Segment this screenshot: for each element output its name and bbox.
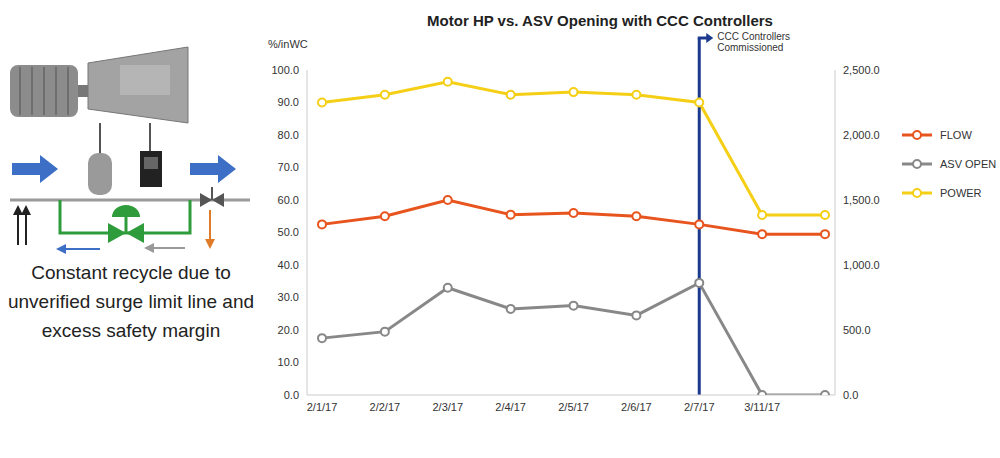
svg-text:0.0: 0.0 [843, 389, 858, 401]
svg-text:60.0: 60.0 [278, 194, 299, 206]
svg-text:3/11/17: 3/11/17 [744, 401, 780, 413]
svg-text:50.0: 50.0 [278, 226, 299, 238]
svg-text:2/2/17: 2/2/17 [370, 401, 401, 413]
html-text:POWER: POWER [940, 186, 982, 199]
svg-text:70.0: 70.0 [278, 161, 299, 173]
svg-text:2/1/17: 2/1/17 [307, 401, 338, 413]
svg-text:2,000.0: 2,000.0 [843, 129, 880, 141]
svg-text:CCC Controllers: CCC Controllers [717, 31, 790, 42]
svg-text:90.0: 90.0 [278, 96, 299, 108]
svg-text:30.0: 30.0 [278, 291, 299, 303]
html-text:FLOW: FLOW [940, 128, 972, 141]
svg-text:0.0: 0.0 [284, 389, 299, 401]
svg-text:2/3/17: 2/3/17 [432, 401, 463, 413]
svg-text:1,500.0: 1,500.0 [843, 194, 880, 206]
svg-text:2,500.0: 2,500.0 [843, 64, 880, 76]
svg-text:2/4/17: 2/4/17 [495, 401, 526, 413]
svg-text:Commissioned: Commissioned [717, 42, 783, 53]
svg-text:2/6/17: 2/6/17 [621, 401, 652, 413]
html-text:Motor HP vs. ASV Opening with: Motor HP vs. ASV Opening with CCC Contro… [427, 12, 773, 29]
html-text:%/inWC: %/inWC [268, 38, 308, 50]
svg-text:40.0: 40.0 [278, 259, 299, 271]
svg-text:2/5/17: 2/5/17 [558, 401, 589, 413]
svg-text:2/7/17: 2/7/17 [684, 401, 715, 413]
svg-text:80.0: 80.0 [278, 129, 299, 141]
svg-text:500.0: 500.0 [843, 324, 871, 336]
svg-text:100.0: 100.0 [271, 64, 299, 76]
html-text:ASV OPEN: ASV OPEN [940, 157, 997, 170]
svg-text:20.0: 20.0 [278, 324, 299, 336]
svg-text:10.0: 10.0 [278, 356, 299, 368]
svg-text:1,000.0: 1,000.0 [843, 259, 880, 271]
html-text:Constant recycle due to unveri: Constant recycle due to unverified surge… [8, 262, 254, 341]
